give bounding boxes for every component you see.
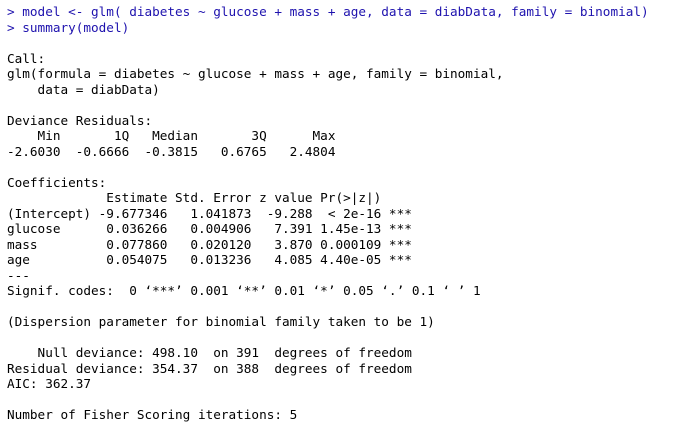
blank-line <box>7 35 683 51</box>
blank-line <box>7 159 683 175</box>
null-deviance: Null deviance: 498.10 on 391 degrees of … <box>7 345 683 361</box>
coefficient-row-mass: mass 0.077860 0.020120 3.870 0.000109 **… <box>7 237 683 253</box>
coefficient-row-glucose: glucose 0.036266 0.004906 7.391 1.45e-13… <box>7 221 683 237</box>
residuals-header: Deviance Residuals: <box>7 113 683 129</box>
blank-line <box>7 299 683 315</box>
console-command-glm: > model <- glm( diabetes ~ glucose + mas… <box>7 4 683 20</box>
console-command-summary: > summary(model) <box>7 20 683 36</box>
coefficients-header: Coefficients: <box>7 175 683 191</box>
call-line: data = diabData) <box>7 82 683 98</box>
blank-line <box>7 97 683 113</box>
coefficient-row-age: age 0.054075 0.013236 4.085 4.40e-05 *** <box>7 252 683 268</box>
fisher-iterations: Number of Fisher Scoring iterations: 5 <box>7 407 683 423</box>
separator-line: --- <box>7 268 683 284</box>
dispersion-note: (Dispersion parameter for binomial famil… <box>7 314 683 330</box>
coefficients-column-headers: Estimate Std. Error z value Pr(>|z|) <box>7 190 683 206</box>
blank-line <box>7 392 683 408</box>
coefficient-row-intercept: (Intercept) -9.677346 1.041873 -9.288 < … <box>7 206 683 222</box>
aic-value: AIC: 362.37 <box>7 376 683 392</box>
residuals-values: -2.6030 -0.6666 -0.3815 0.6765 2.4804 <box>7 144 683 160</box>
residuals-labels: Min 1Q Median 3Q Max <box>7 128 683 144</box>
residual-deviance: Residual deviance: 354.37 on 388 degrees… <box>7 361 683 377</box>
call-line: glm(formula = diabetes ~ glucose + mass … <box>7 66 683 82</box>
blank-line <box>7 330 683 346</box>
signif-codes: Signif. codes: 0 ‘***’ 0.001 ‘**’ 0.01 ‘… <box>7 283 683 299</box>
call-header: Call: <box>7 51 683 67</box>
